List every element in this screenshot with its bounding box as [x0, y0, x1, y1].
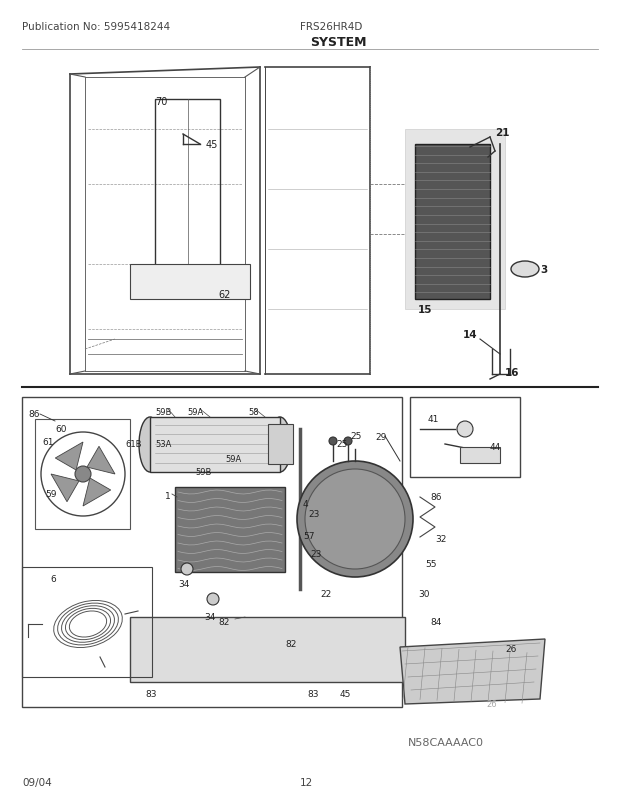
- Text: 59A: 59A: [187, 407, 203, 416]
- Text: 23: 23: [308, 509, 319, 518]
- Text: 84: 84: [430, 618, 441, 626]
- Ellipse shape: [219, 649, 239, 661]
- Ellipse shape: [177, 622, 197, 634]
- Text: N58CAAAAC0: N58CAAAAC0: [408, 737, 484, 747]
- Circle shape: [305, 469, 405, 569]
- Text: 45: 45: [340, 689, 352, 698]
- Text: 14: 14: [463, 330, 477, 339]
- Polygon shape: [400, 639, 545, 704]
- Ellipse shape: [135, 649, 155, 661]
- Ellipse shape: [345, 622, 365, 634]
- Text: 61B: 61B: [125, 439, 141, 448]
- Bar: [405, 130, 505, 310]
- Ellipse shape: [135, 622, 155, 634]
- Text: 09/04: 09/04: [22, 777, 51, 787]
- Text: 12: 12: [300, 777, 313, 787]
- Text: SYSTEM: SYSTEM: [310, 36, 366, 49]
- Text: 70: 70: [155, 97, 167, 107]
- Bar: [415, 145, 490, 300]
- Text: 57: 57: [303, 532, 314, 541]
- Text: 86: 86: [430, 492, 441, 501]
- Text: 59B: 59B: [195, 468, 211, 476]
- Text: 58: 58: [248, 407, 259, 416]
- Text: 4: 4: [303, 500, 309, 508]
- Text: 23: 23: [310, 549, 321, 558]
- Text: 59A: 59A: [225, 455, 241, 464]
- Ellipse shape: [303, 622, 323, 634]
- Circle shape: [344, 437, 352, 445]
- Text: 25: 25: [350, 431, 361, 440]
- Text: 83: 83: [307, 689, 319, 698]
- Circle shape: [207, 593, 219, 606]
- Bar: [22, 567, 152, 677]
- Bar: [155, 100, 220, 274]
- Text: 55: 55: [425, 559, 436, 569]
- Text: 16: 16: [505, 367, 520, 378]
- Text: 26: 26: [486, 699, 497, 708]
- Bar: [35, 419, 130, 529]
- Polygon shape: [83, 479, 111, 506]
- Text: 83: 83: [145, 689, 156, 698]
- Text: 22: 22: [320, 589, 331, 598]
- Text: 30: 30: [418, 589, 430, 598]
- Ellipse shape: [261, 649, 281, 661]
- Text: 82: 82: [218, 618, 229, 626]
- Text: 41: 41: [428, 415, 440, 423]
- Bar: [460, 448, 500, 464]
- Text: 21: 21: [495, 128, 510, 138]
- Ellipse shape: [345, 649, 365, 661]
- Polygon shape: [51, 475, 79, 502]
- Ellipse shape: [177, 649, 197, 661]
- Polygon shape: [55, 443, 83, 471]
- Text: 1: 1: [165, 492, 171, 500]
- Text: 26: 26: [505, 644, 516, 653]
- Circle shape: [181, 563, 193, 575]
- Ellipse shape: [219, 622, 239, 634]
- Text: 34: 34: [178, 579, 189, 588]
- Bar: [22, 398, 402, 707]
- Bar: [175, 488, 285, 573]
- Text: Publication No: 5995418244: Publication No: 5995418244: [22, 22, 170, 32]
- Polygon shape: [87, 447, 115, 475]
- Circle shape: [75, 467, 91, 482]
- Text: 61: 61: [42, 437, 53, 447]
- Text: 34: 34: [204, 612, 215, 622]
- Circle shape: [457, 422, 473, 437]
- Text: 53A: 53A: [155, 439, 171, 448]
- Text: FRS26HR4D: FRS26HR4D: [300, 22, 362, 32]
- Text: 45: 45: [206, 140, 218, 150]
- Bar: [150, 418, 280, 472]
- Bar: [130, 265, 250, 300]
- Circle shape: [297, 461, 413, 577]
- Ellipse shape: [261, 622, 281, 634]
- Text: 3: 3: [540, 265, 547, 274]
- Text: 62: 62: [218, 290, 231, 300]
- Ellipse shape: [139, 418, 161, 472]
- Text: 60: 60: [55, 424, 66, 433]
- Text: 59: 59: [45, 489, 56, 498]
- Text: 15: 15: [418, 305, 433, 314]
- Text: 82: 82: [285, 639, 296, 648]
- Text: 86: 86: [28, 410, 40, 419]
- Text: 32: 32: [435, 534, 446, 543]
- Circle shape: [329, 437, 337, 445]
- Ellipse shape: [269, 418, 291, 472]
- Bar: [130, 618, 405, 683]
- Bar: [410, 398, 520, 477]
- Bar: [268, 424, 293, 464]
- Text: 59B: 59B: [155, 407, 171, 416]
- Text: 6: 6: [50, 574, 56, 583]
- Ellipse shape: [511, 261, 539, 277]
- Text: 44: 44: [490, 443, 501, 452]
- Text: 25: 25: [336, 439, 347, 448]
- Text: 29: 29: [375, 432, 386, 441]
- Ellipse shape: [303, 649, 323, 661]
